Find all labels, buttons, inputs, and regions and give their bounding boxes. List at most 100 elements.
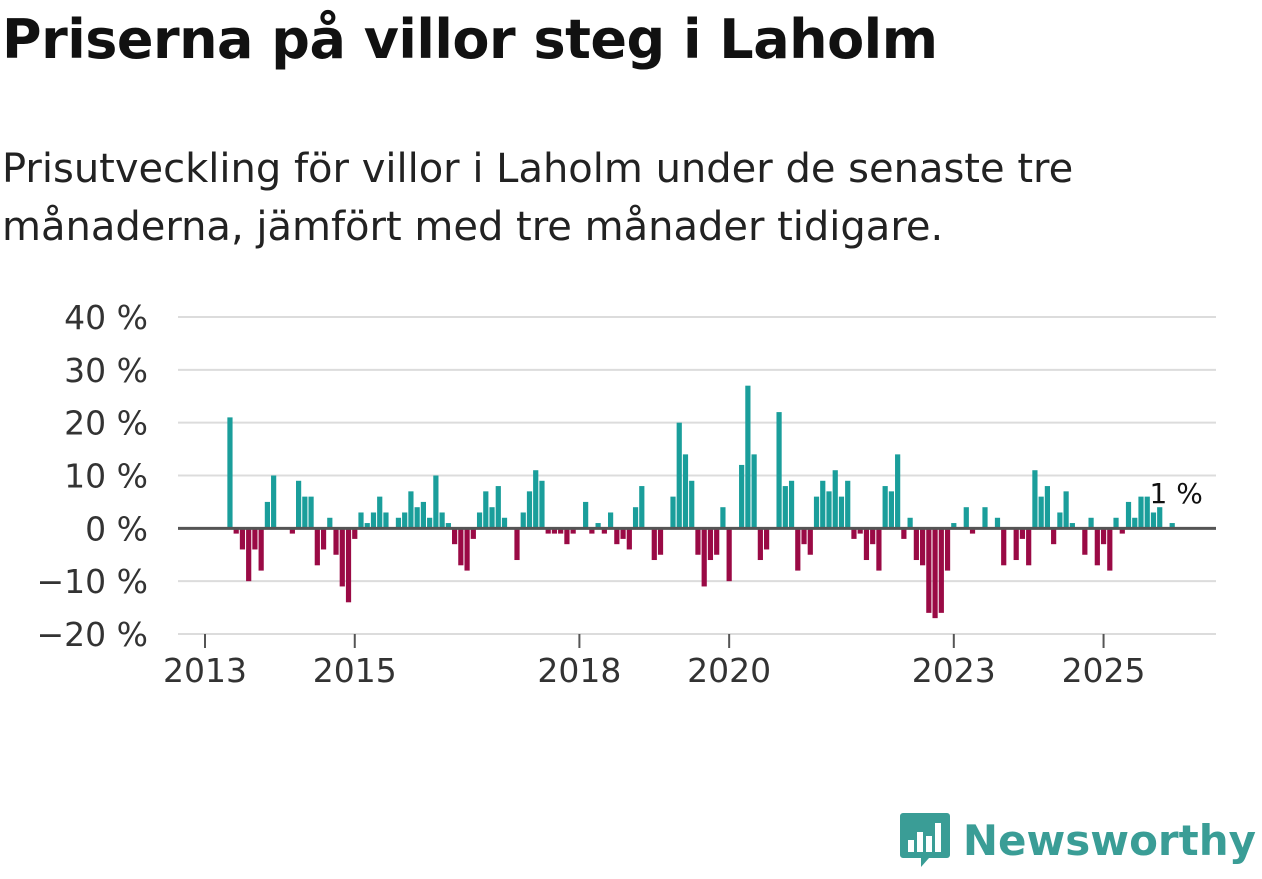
bar <box>913 528 919 561</box>
bar <box>1107 528 1113 571</box>
bar <box>626 528 632 550</box>
bar <box>501 517 508 529</box>
bar <box>682 454 689 529</box>
bar <box>932 528 938 619</box>
x-tick-label: 2015 <box>313 651 397 690</box>
bar <box>601 528 607 534</box>
bar <box>795 528 801 571</box>
bar <box>745 385 751 529</box>
bar <box>420 501 426 529</box>
grid-lines <box>178 316 1216 635</box>
bar <box>433 475 439 529</box>
bar-chart: 40 % 30 % 20 % 10 % 0 % −10 % −20 % 2013 2015 201… <box>37 298 1216 690</box>
bar <box>252 528 258 550</box>
bar <box>614 528 620 545</box>
bar <box>402 512 408 529</box>
bar <box>383 512 389 529</box>
bar <box>1001 528 1007 566</box>
bar <box>539 480 545 529</box>
bar <box>227 417 233 529</box>
bar <box>888 491 894 529</box>
bar <box>551 528 558 534</box>
bar <box>1125 501 1132 529</box>
bar <box>1088 517 1094 529</box>
bar <box>620 528 626 539</box>
bar <box>813 496 820 529</box>
bar <box>726 528 732 582</box>
bar <box>963 507 969 529</box>
bar <box>589 528 595 534</box>
bar <box>1051 528 1057 545</box>
y-tick-label: −10 % <box>37 562 149 601</box>
bar <box>439 512 445 529</box>
bar <box>526 491 533 529</box>
bar <box>938 528 944 613</box>
bar <box>458 528 464 566</box>
bar <box>657 528 664 555</box>
bar <box>233 528 239 534</box>
bar <box>701 528 707 587</box>
y-tick-label: 10 % <box>64 457 148 496</box>
bar <box>951 523 957 529</box>
bar <box>832 470 838 529</box>
bar <box>788 480 795 529</box>
bar <box>1038 496 1044 529</box>
bar <box>820 480 826 529</box>
y-tick-label: 20 % <box>64 404 148 443</box>
bar <box>570 528 576 534</box>
bar <box>807 528 813 555</box>
bar <box>414 507 420 529</box>
bar <box>314 528 320 566</box>
tick-labels: 40 % 30 % 20 % 10 % 0 % −10 % −20 % 2013 2015 201… <box>37 298 1206 690</box>
bar <box>246 528 252 582</box>
bar <box>882 486 888 529</box>
y-tick-label: 0 % <box>85 509 148 548</box>
bar <box>483 491 489 529</box>
bar <box>320 528 327 550</box>
bar <box>901 528 907 539</box>
bar <box>1138 496 1144 529</box>
bar <box>895 454 901 529</box>
bar <box>632 507 639 529</box>
bar <box>514 528 520 561</box>
x-tick-label: 2023 <box>912 651 996 690</box>
bar <box>1069 523 1075 529</box>
y-tick-label: 30 % <box>64 351 148 390</box>
bar <box>651 528 657 561</box>
bar <box>239 528 246 550</box>
bar <box>558 528 564 534</box>
bar <box>470 528 476 539</box>
bar <box>982 507 988 529</box>
bars <box>227 385 1175 619</box>
brand-logo: Newsworthy <box>899 811 1256 869</box>
bar <box>427 517 433 529</box>
latest-value-label: 1 % <box>1150 477 1203 510</box>
bar <box>333 528 339 555</box>
bar <box>1044 486 1050 529</box>
bar <box>926 528 932 613</box>
bar <box>1100 528 1107 545</box>
bar <box>339 528 345 587</box>
brand-name: Newsworthy <box>962 815 1256 865</box>
bar <box>533 470 539 529</box>
bar <box>907 517 913 529</box>
bar <box>308 496 314 529</box>
bar <box>739 464 745 529</box>
bar <box>863 528 870 561</box>
bar <box>1169 523 1175 529</box>
bar <box>1132 517 1138 529</box>
bar <box>714 528 720 555</box>
bar <box>1082 528 1088 555</box>
bar <box>1094 528 1100 566</box>
bar <box>845 480 851 529</box>
bar <box>564 528 570 545</box>
bar <box>545 528 551 534</box>
bar <box>876 528 882 571</box>
x-tick-label: 2020 <box>687 651 771 690</box>
bar <box>296 480 302 529</box>
x-tick-label: 2018 <box>537 651 621 690</box>
bar <box>608 512 614 529</box>
bar <box>944 528 951 571</box>
bar <box>969 528 976 534</box>
bar <box>258 528 264 571</box>
